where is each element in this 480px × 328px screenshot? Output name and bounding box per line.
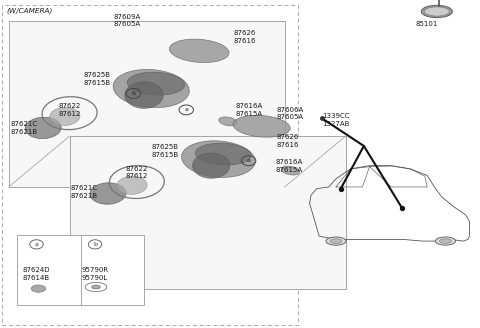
Text: a: a — [35, 242, 38, 247]
Text: 87626
87616: 87626 87616 — [234, 30, 256, 44]
Text: (W/CAMERA): (W/CAMERA) — [6, 8, 53, 14]
Ellipse shape — [195, 143, 251, 165]
Text: 87609A
87605A: 87609A 87605A — [114, 14, 141, 27]
Text: 87621C
87621B: 87621C 87621B — [11, 121, 38, 135]
Ellipse shape — [440, 239, 451, 243]
Ellipse shape — [49, 107, 80, 126]
Ellipse shape — [421, 5, 452, 18]
Text: 1339CC
1327AB: 1339CC 1327AB — [323, 113, 350, 127]
Ellipse shape — [113, 70, 189, 108]
Bar — [17, 235, 144, 305]
Ellipse shape — [233, 115, 290, 137]
Text: b: b — [132, 91, 135, 96]
Ellipse shape — [117, 176, 147, 195]
Bar — [9, 21, 285, 187]
Ellipse shape — [31, 285, 46, 292]
Ellipse shape — [125, 82, 163, 108]
Ellipse shape — [435, 237, 456, 245]
Bar — [2, 5, 298, 325]
Bar — [70, 136, 346, 289]
Text: 87621C
87621B: 87621C 87621B — [71, 185, 98, 199]
Ellipse shape — [90, 183, 126, 204]
Text: 85101: 85101 — [415, 21, 438, 27]
Ellipse shape — [330, 239, 342, 243]
Ellipse shape — [219, 117, 237, 126]
Ellipse shape — [127, 72, 185, 95]
Ellipse shape — [181, 141, 255, 177]
Text: b: b — [93, 242, 97, 247]
Text: 87625B
87615B: 87625B 87615B — [84, 72, 111, 86]
Ellipse shape — [169, 39, 229, 63]
Ellipse shape — [281, 166, 300, 175]
Text: 87622
87612: 87622 87612 — [59, 103, 81, 117]
Ellipse shape — [192, 153, 230, 178]
Ellipse shape — [326, 237, 346, 245]
Ellipse shape — [25, 117, 61, 139]
Text: 87622
87612: 87622 87612 — [126, 166, 148, 179]
Text: 87616A
87615A: 87616A 87615A — [276, 159, 303, 173]
Text: 87616A
87615A: 87616A 87615A — [235, 103, 263, 117]
Text: 87626
87616: 87626 87616 — [277, 134, 300, 148]
Text: 87624D
87614B: 87624D 87614B — [23, 267, 50, 281]
Text: a: a — [247, 158, 251, 163]
Text: a: a — [184, 107, 188, 113]
Text: 87606A
87605A: 87606A 87605A — [277, 107, 304, 120]
Ellipse shape — [92, 285, 100, 289]
Text: 87625B
87615B: 87625B 87615B — [151, 144, 179, 158]
Text: 95790R
95790L: 95790R 95790L — [82, 267, 108, 281]
Ellipse shape — [424, 7, 449, 16]
